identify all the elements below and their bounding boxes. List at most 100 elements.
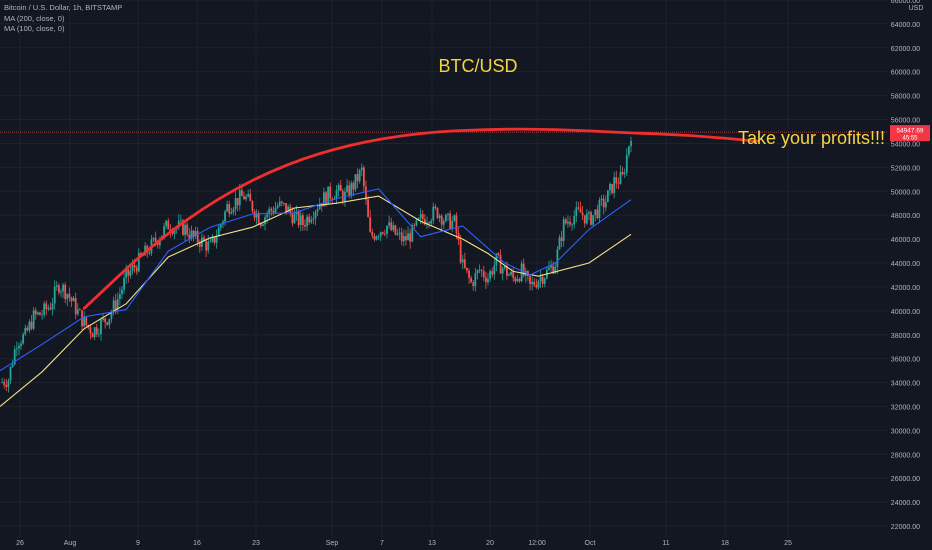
candle-body-180 [379,232,382,237]
candle-body-169 [356,174,359,182]
time-axis-bg [0,538,932,550]
candle-body-161 [339,184,342,191]
candle-body-218 [459,240,462,263]
candle-body-48 [102,318,104,320]
candle-body-52 [110,312,113,319]
legend-symbol[interactable]: Bitcoin / U.S. Dollar, 1h, BITSTAMP [4,3,123,12]
candle-body-96 [203,237,205,242]
candle-body-20 [43,303,46,315]
candle-body-0 [1,381,4,383]
candles [1,136,632,393]
candle-body-167 [352,183,355,190]
candle-body-4 [9,366,12,381]
candle-body-146 [308,216,311,223]
candle-body-128 [270,208,273,211]
candle-body-254 [535,285,538,288]
candle-body-90 [190,230,193,239]
candle-body-36 [76,309,79,315]
candle-body-107 [226,204,229,212]
candle-body-219 [461,259,464,263]
y-tick-label-17: 56000.00 [891,118,920,125]
candle-body-205 [432,206,435,221]
candle-body-125 [264,217,266,225]
candle-body-77 [163,226,165,236]
candle-body-255 [537,281,540,288]
candle-body-193 [407,233,409,241]
candle-body-295 [621,172,624,175]
candle-body-260 [548,267,550,270]
candle-body-117 [247,193,250,197]
candle-body-267 [562,219,565,241]
candle-body-5 [11,364,14,367]
candle-body-8 [18,345,20,349]
x-tick-label-12: 18 [721,540,729,547]
candle-body-166 [350,183,353,197]
candle-body-139 [293,214,296,224]
candle-body-181 [381,232,384,234]
candle-body-27 [57,285,60,293]
candle-body-287 [604,202,607,208]
candle-body-215 [453,215,456,221]
x-tick-label-6: 7 [380,540,384,547]
x-tick-label-1: Aug [64,540,77,547]
legend-ma100[interactable]: MA (100, close, 0) [4,24,65,33]
candle-body-11 [24,327,27,335]
candle-body-231 [487,278,489,283]
y-tick-label-10: 42000.00 [891,285,920,292]
candle-body-185 [390,222,393,231]
candle-body-101 [213,236,216,243]
candle-body-129 [272,210,275,213]
candle-body-110 [232,209,235,213]
candle-body-286 [602,198,605,208]
y-tick-label-11: 44000.00 [891,261,920,268]
candle-body-188 [396,233,399,235]
candle-body-179 [377,236,380,238]
candle-body-91 [192,230,195,237]
x-tick-label-13: 25 [784,540,792,547]
candle-body-50 [106,322,109,325]
candle-body-32 [68,293,71,298]
candle-body-86 [182,220,184,235]
candle-body-53 [112,300,115,313]
y-tick-label-22: 66000.00 [891,0,920,5]
candle-body-203 [428,222,430,224]
candle-body-257 [541,276,544,284]
legend-ma200[interactable]: MA (200, close, 0) [4,13,65,23]
candle-body-134 [283,203,285,204]
candle-body-39 [83,317,86,327]
candle-body-145 [306,216,308,227]
candle-body-47 [100,319,102,335]
candle-body-138 [291,212,294,224]
candle-body-121 [255,212,258,218]
candle-body-283 [596,209,599,218]
currency-label: USD [909,5,924,12]
time-axis[interactable]: 26 Aug 9 16 23 Sep 7 13 20 12:00 Oct 11 18 25 [0,538,932,550]
candle-body-228 [480,270,483,271]
price-axis[interactable]: 22000.00 24000.00 26000.00 28000.00 30000.00… [888,0,932,550]
candle-body-124 [262,224,264,226]
candle-body-60 [127,269,130,276]
candle-body-25 [53,286,56,304]
candle-body-195 [411,225,414,242]
candle-body-227 [478,270,481,271]
trend-curve [82,127,759,310]
candle-body-111 [234,197,237,210]
y-tick-label-5: 32000.00 [891,404,920,411]
candle-body-135 [285,203,287,212]
candle-body-149 [314,211,317,219]
candle-body-200 [421,214,424,220]
candle-body-150 [316,209,319,212]
candle-body-282 [594,209,597,216]
candle-body-225 [474,273,477,287]
candle-body-206 [434,206,437,209]
candle-body-114 [240,190,243,197]
candle-body-220 [463,259,466,268]
candle-body-198 [417,218,420,220]
candle-body-246 [518,279,521,282]
candle-body-30 [64,284,67,300]
candle-body-192 [405,236,407,241]
candle-body-144 [304,225,306,227]
x-tick-label-0: 26 [16,540,24,547]
candle-body-248 [522,263,525,276]
